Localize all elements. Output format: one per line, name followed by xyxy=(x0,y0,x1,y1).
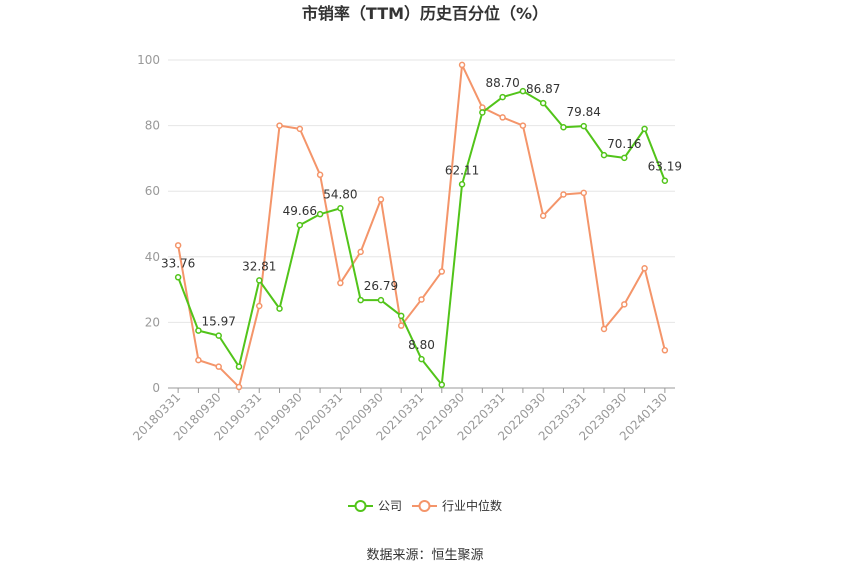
data-point[interactable] xyxy=(600,325,608,333)
data-point[interactable] xyxy=(397,322,405,329)
data-labels: 33.76 15.97 32.81 49.66 54.80 26.79 8.80 62.11 8… xyxy=(161,76,682,352)
grid-lines xyxy=(168,59,675,323)
y-tick-label: 0 xyxy=(152,381,160,395)
data-point[interactable] xyxy=(438,268,446,275)
data-point[interactable] xyxy=(519,122,527,129)
data-point[interactable] xyxy=(316,171,324,179)
data-point[interactable] xyxy=(560,123,567,131)
legend-label: 公司 xyxy=(378,499,402,513)
data-point[interactable] xyxy=(296,125,304,133)
data-point[interactable] xyxy=(641,125,648,133)
data-point[interactable] xyxy=(276,305,283,312)
y-tick-label: 80 xyxy=(145,119,160,133)
data-label: 33.76 xyxy=(161,256,195,270)
legend[interactable]: 公司 行业中位数 xyxy=(348,498,502,513)
data-point[interactable] xyxy=(458,181,466,188)
data-point[interactable] xyxy=(215,363,222,370)
data-point[interactable] xyxy=(580,189,587,197)
data-point[interactable] xyxy=(621,154,628,162)
data-point[interactable] xyxy=(377,296,385,304)
y-axis-ticks: 0 20 40 60 80 100 xyxy=(137,53,160,395)
data-point[interactable] xyxy=(195,356,202,364)
data-point[interactable] xyxy=(560,191,567,198)
data-point[interactable] xyxy=(539,212,547,220)
data-label: 86.87 xyxy=(526,82,560,96)
data-point[interactable] xyxy=(337,279,344,287)
data-point[interactable] xyxy=(661,347,669,354)
data-label: 88.70 xyxy=(485,76,519,90)
data-point[interactable] xyxy=(235,383,243,391)
data-point[interactable] xyxy=(661,177,669,184)
data-point[interactable] xyxy=(621,301,628,308)
data-point[interactable] xyxy=(357,248,364,256)
y-tick-label: 20 xyxy=(145,315,160,329)
data-point[interactable] xyxy=(499,93,506,101)
legend-item-1[interactable]: 行业中位数 xyxy=(412,498,502,513)
data-point[interactable] xyxy=(316,210,324,218)
data-point[interactable] xyxy=(174,274,182,281)
data-label: 26.79 xyxy=(364,279,398,293)
legend-label: 行业中位数 xyxy=(442,498,502,513)
data-point[interactable] xyxy=(580,122,587,130)
data-point[interactable] xyxy=(256,302,263,310)
source-text: 数据来源：恒生聚源 xyxy=(366,548,483,563)
data-point[interactable] xyxy=(337,205,344,212)
legend-item-0[interactable]: 公司 xyxy=(348,499,402,513)
data-point[interactable] xyxy=(174,242,182,249)
y-tick-label: 100 xyxy=(137,53,160,67)
data-point[interactable] xyxy=(479,109,486,116)
data-point[interactable] xyxy=(519,87,527,95)
data-label: 32.81 xyxy=(242,259,276,273)
data-point[interactable] xyxy=(235,363,243,370)
data-point[interactable] xyxy=(418,296,425,303)
legend-marker xyxy=(418,500,431,512)
data-point[interactable] xyxy=(438,381,446,388)
data-label: 70.16 xyxy=(607,137,641,151)
data-point[interactable] xyxy=(256,277,263,284)
data-label: 49.66 xyxy=(283,204,317,218)
data-point[interactable] xyxy=(499,114,506,121)
data-label: 63.19 xyxy=(648,160,682,174)
x-axis: 2018033120180930201903312019093020200331… xyxy=(130,387,675,443)
data-label: 62.11 xyxy=(445,163,479,177)
data-label: 54.80 xyxy=(323,187,357,201)
series-points xyxy=(174,61,669,391)
data-point[interactable] xyxy=(600,151,608,159)
data-label: 79.84 xyxy=(567,105,601,119)
data-point[interactable] xyxy=(418,355,425,363)
data-point[interactable] xyxy=(377,196,385,203)
data-label: 15.97 xyxy=(202,315,236,329)
legend-marker xyxy=(354,500,367,512)
data-point[interactable] xyxy=(296,221,304,229)
data-point[interactable] xyxy=(539,99,547,107)
y-tick-label: 40 xyxy=(145,250,160,264)
data-point[interactable] xyxy=(458,61,466,69)
data-point[interactable] xyxy=(641,265,648,272)
data-point[interactable] xyxy=(276,122,283,129)
data-point[interactable] xyxy=(215,332,222,339)
y-tick-label: 60 xyxy=(145,184,160,198)
data-point[interactable] xyxy=(357,296,364,304)
data-label: 8.80 xyxy=(408,338,435,352)
chart-title: 市销率（TTM）历史百分位（%） xyxy=(302,4,548,23)
data-point[interactable] xyxy=(195,327,202,334)
data-point[interactable] xyxy=(397,312,405,320)
